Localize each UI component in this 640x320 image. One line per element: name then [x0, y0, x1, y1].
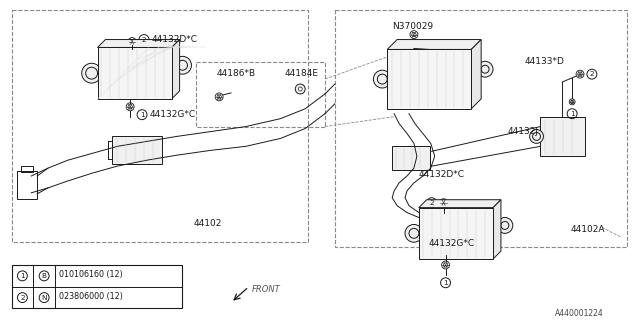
Text: 1: 1: [444, 280, 448, 286]
Text: A440001224: A440001224: [556, 309, 604, 318]
Text: 44132J: 44132J: [508, 126, 539, 136]
Text: N: N: [42, 295, 47, 300]
Circle shape: [405, 224, 423, 242]
Circle shape: [477, 61, 493, 77]
Polygon shape: [387, 49, 471, 109]
Circle shape: [497, 218, 513, 233]
Text: FRONT: FRONT: [252, 285, 280, 294]
Bar: [12, 10, 308, 242]
Polygon shape: [97, 47, 172, 99]
Text: 1: 1: [140, 112, 145, 118]
Text: 2: 2: [589, 71, 594, 77]
Polygon shape: [113, 136, 162, 164]
Bar: [21, 166, 33, 172]
Polygon shape: [387, 40, 481, 49]
Text: N370029: N370029: [392, 22, 433, 31]
Bar: [196, 62, 325, 126]
Polygon shape: [471, 40, 481, 109]
Polygon shape: [493, 200, 501, 259]
Circle shape: [173, 56, 191, 74]
Text: 44132G*C: 44132G*C: [429, 239, 475, 248]
Text: 1: 1: [20, 273, 25, 279]
Text: 44102A: 44102A: [570, 225, 605, 235]
Text: 2: 2: [141, 36, 147, 43]
Text: 010106160 (12): 010106160 (12): [59, 270, 123, 279]
Polygon shape: [172, 40, 180, 99]
Text: 44132D*C: 44132D*C: [419, 170, 465, 179]
Bar: [335, 10, 627, 247]
Text: 44184E: 44184E: [284, 69, 319, 78]
Text: 44132G*C: 44132G*C: [150, 110, 196, 119]
Circle shape: [295, 84, 305, 94]
Text: 44132D*C: 44132D*C: [152, 35, 198, 44]
Polygon shape: [419, 208, 493, 259]
Text: 1: 1: [570, 111, 575, 117]
Text: 023806000 (12): 023806000 (12): [59, 292, 123, 301]
Text: 2: 2: [20, 295, 25, 300]
Text: 44186*B: 44186*B: [216, 69, 255, 78]
Text: 44133*D: 44133*D: [525, 57, 564, 66]
Bar: [12, 265, 182, 308]
Circle shape: [82, 63, 102, 83]
Text: 44102: 44102: [193, 220, 222, 228]
Circle shape: [530, 130, 543, 143]
Polygon shape: [419, 200, 501, 208]
Polygon shape: [97, 40, 180, 47]
Polygon shape: [392, 146, 429, 170]
Circle shape: [298, 87, 302, 91]
Text: 2: 2: [429, 200, 434, 206]
Circle shape: [373, 70, 391, 88]
Bar: [17, 171, 37, 199]
Text: B: B: [42, 273, 47, 279]
Polygon shape: [541, 117, 585, 156]
